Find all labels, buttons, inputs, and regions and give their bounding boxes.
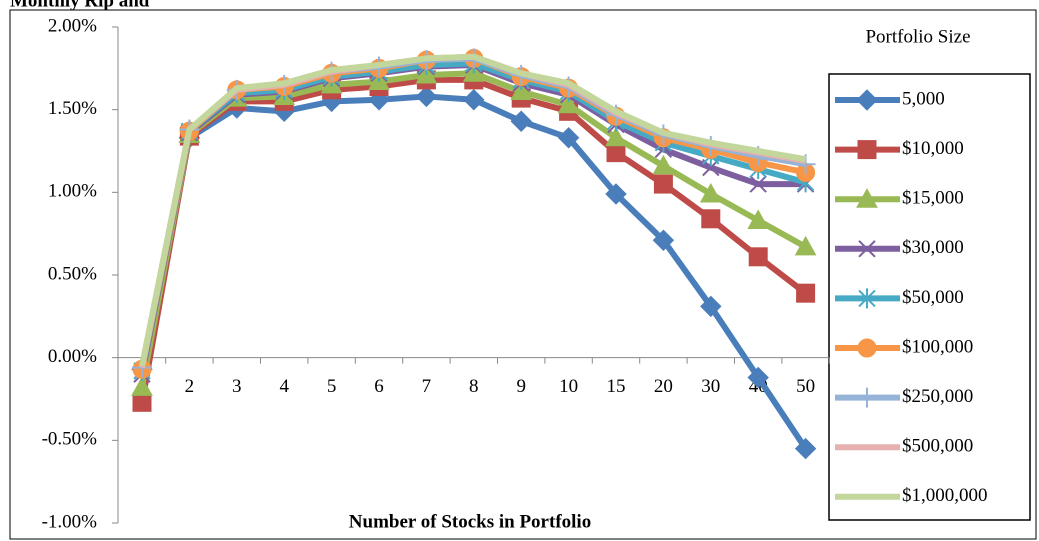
legend-label: 5,000 [902,88,945,109]
y-tick-label: 0.50% [48,263,97,284]
marker [605,126,627,147]
chart-title: Monthly Rip and [10,0,150,11]
x-tick-label: 20 [654,376,673,397]
x-tick-label: 30 [701,376,720,397]
marker [652,229,675,251]
legend-title: Portfolio Size [865,26,970,47]
legend-label: $500,000 [902,436,973,457]
legend-marker [857,140,877,160]
x-tick-label: 6 [374,376,384,397]
x-axis-title: Number of Stocks in Portfolio [349,511,591,532]
y-tick-label: -1.00% [42,511,98,532]
legend-label: $1,000,000 [902,485,988,506]
legend-marker [857,387,877,408]
x-tick-label: 8 [469,376,479,397]
x-tick-label: 4 [279,376,289,397]
legend-marker [858,240,876,258]
marker [510,110,532,132]
marker [701,209,721,229]
x-tick-label: 10 [559,376,578,397]
series-line [139,70,808,388]
y-tick-label: 2.00% [48,15,97,36]
marker [700,295,722,318]
legend-label: $30,000 [902,237,964,258]
x-tick-label: 50 [796,376,815,397]
marker [606,143,626,163]
marker [463,89,485,111]
y-tick-label: -0.50% [42,429,98,450]
marker [653,174,673,194]
legend-label: $50,000 [902,287,964,308]
marker [748,247,768,267]
marker [557,93,580,114]
legend-label: $100,000 [902,336,973,357]
x-tick-label: 9 [516,376,526,397]
marker [796,283,816,303]
x-tick-label: 2 [185,376,195,397]
legend-marker [856,89,878,111]
legend-marker [856,188,878,208]
marker [747,209,770,229]
x-tick-label: 15 [607,376,626,397]
marker [699,182,722,203]
marker [510,80,533,100]
series-line [139,53,807,367]
y-tick-label: 1.50% [48,98,97,119]
x-tick-label: 3 [232,376,242,397]
marker [557,127,580,149]
legend-marker [857,338,877,358]
x-tick-label: 5 [327,376,337,397]
marker [794,235,817,256]
marker [605,183,627,205]
x-tick-label: 7 [422,376,432,397]
legend-label: $250,000 [902,386,973,407]
marker [132,392,152,412]
legend-label: $15,000 [902,188,964,209]
marker [415,85,438,108]
marker [131,376,153,396]
marker [794,437,817,460]
legend-label: $10,000 [902,138,964,159]
marker [652,154,675,175]
chart-border [9,9,1037,540]
y-tick-label: 1.00% [48,181,97,202]
marker [749,175,767,193]
series-line [139,76,808,403]
legend-marker [858,288,876,309]
marker [747,366,769,389]
top-strip [0,0,1039,9]
y-tick-label: 0.00% [48,346,97,367]
